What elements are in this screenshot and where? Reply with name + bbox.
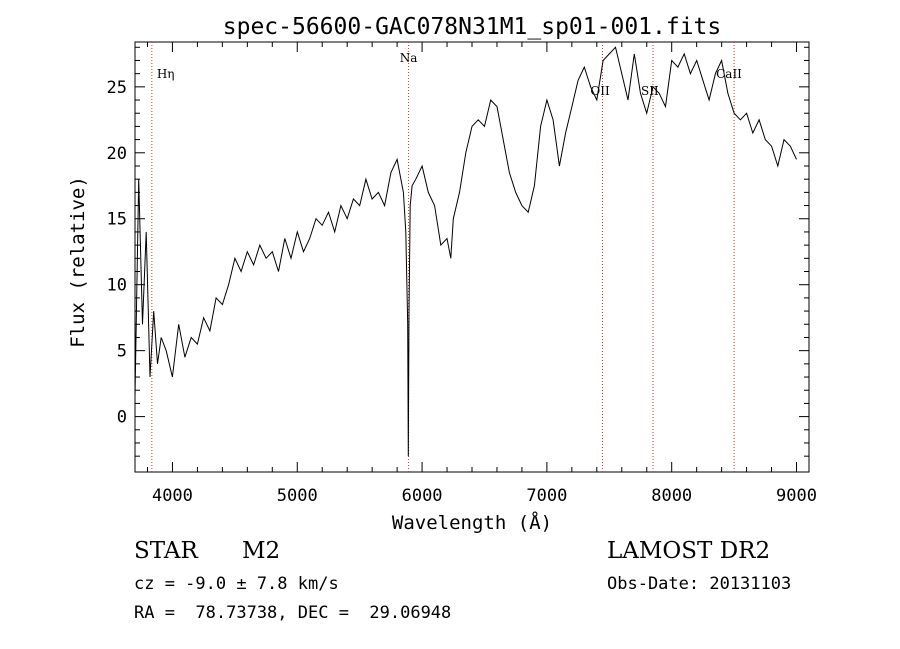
plot-frame — [134, 41, 810, 473]
line-marker-label: SII — [641, 84, 659, 98]
y-tick-label: 20 — [107, 144, 127, 164]
x-axis: 4000 5000 6000 7000 8000 9000 — [146, 42, 817, 506]
spectrum-line — [134, 46, 797, 457]
y-axis-label: Flux (relative) — [67, 176, 89, 348]
x-tick-label: 9000 — [776, 486, 817, 506]
x-tick-label: 6000 — [402, 486, 443, 506]
line-marker-label: CaII — [716, 67, 742, 81]
y-tick-label: 25 — [107, 78, 127, 98]
y-tick-label: 10 — [107, 276, 127, 296]
survey-label: LAMOST DR2 — [607, 538, 771, 564]
y-tick-label: 15 — [107, 210, 127, 230]
obs-date: Obs-Date: 20131103 — [607, 574, 792, 594]
x-tick-label: 7000 — [526, 486, 567, 506]
chart-title: spec-56600-GAC078N31M1_sp01-001.fits — [223, 14, 722, 40]
cz-value: cz = -9.0 ± 7.8 km/s — [134, 574, 339, 594]
line-labels: Hη Na OII SII CaII — [157, 51, 742, 98]
x-tick-label: 4000 — [152, 486, 193, 506]
y-axis: 0 5 10 15 20 25 — [107, 46, 809, 457]
y-tick-label: 0 — [117, 408, 127, 428]
x-tick-label: 8000 — [651, 486, 692, 506]
line-marker-label: Hη — [157, 67, 175, 81]
class-label: STAR — [134, 538, 198, 564]
y-tick-label: 5 — [117, 342, 127, 362]
subclass-label: M2 — [242, 538, 281, 564]
ra-dec-value: RA = 78.73738, DEC = 29.06948 — [134, 603, 452, 623]
x-axis-label: Wavelength (Å) — [392, 511, 552, 534]
x-tick-label: 5000 — [277, 486, 318, 506]
line-markers — [151, 42, 735, 472]
line-marker-label: OII — [590, 84, 610, 98]
line-marker-label: Na — [400, 51, 418, 65]
